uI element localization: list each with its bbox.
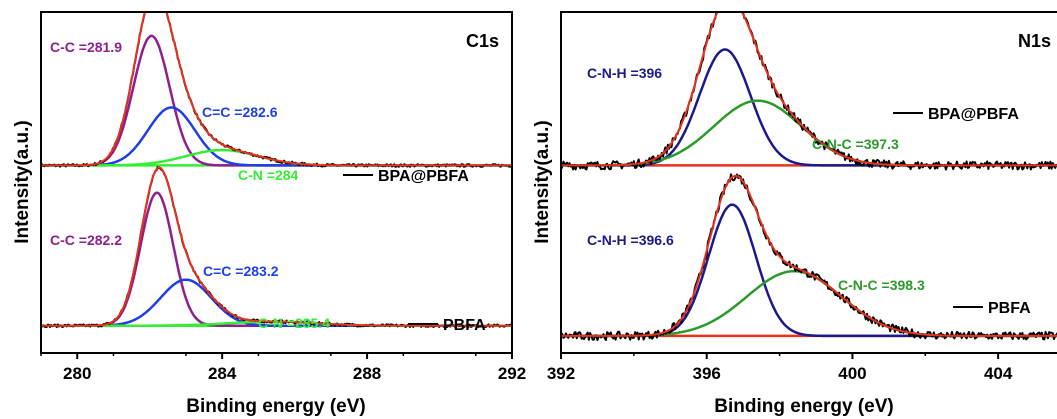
n1s-tick-label-400: 400 [838, 364, 866, 383]
n1s-x-axis-title: Binding energy (eV) [714, 396, 893, 417]
n1s-frame [560, 11, 1057, 354]
c1s-top-fit-envelope [41, 12, 512, 167]
n1s-top-raw-data [561, 12, 1057, 171]
n1s-panel: 392 396 400 404 N1s Binding energy (eV) Int… [532, 11, 1057, 417]
n1s-y-axis-title: Intensity(a.u.) [532, 120, 553, 244]
c1s-top-cc-label: C-C =281.9 [50, 39, 122, 55]
c1s-bottom-legend-label: PBFA [443, 317, 486, 334]
c1s-top-cn-label: C-N =284 [238, 167, 299, 183]
c1s-panel: 280 284 288 292 C1s Binding energy (eV) Int… [12, 11, 526, 417]
n1s-bottom-component-2 [561, 269, 1057, 338]
n1s-top-cnh-label: C-N-H =396 [587, 65, 662, 81]
c1s-top-legend-label: BPA@PBFA [378, 168, 469, 185]
c1s-bottom-fit-envelope [41, 166, 512, 327]
c1s-tick-label-288: 288 [353, 364, 381, 383]
c1s-y-axis-title: Intensity(a.u.) [12, 120, 33, 244]
c1s-bottom-cc-label: C-C =282.2 [50, 232, 122, 248]
n1s-tick-label-404: 404 [984, 364, 1013, 383]
c1s-bottom-cn-label: C-N =285.4 [258, 315, 330, 331]
c1s-x-axis-title: Binding energy (eV) [186, 396, 365, 417]
n1s-bottom-fit-envelope [561, 174, 1057, 337]
c1s-tick-label-284: 284 [208, 364, 237, 383]
c1s-plot-area [41, 12, 512, 329]
c1s-panel-title: C1s [466, 31, 499, 51]
c1s-top-raw-data [41, 12, 512, 168]
n1s-top-legend-label: BPA@PBFA [928, 106, 1019, 123]
c1s-top-ceqc-label: C=C =282.6 [202, 104, 278, 120]
n1s-bottom-raw-data [561, 173, 1057, 341]
c1s-tick-label-280: 280 [63, 364, 91, 383]
c1s-bottom-ceqc-label: C=C =283.2 [203, 263, 279, 279]
n1s-top-cnc-label: C-N-C =397.3 [812, 136, 899, 152]
c1s-top-component-1 [41, 34, 512, 167]
n1s-top-fit-envelope [561, 12, 1057, 167]
n1s-bottom-cnh-label: C-N-H =396.6 [587, 232, 674, 248]
n1s-bottom-legend-label: PBFA [988, 300, 1031, 317]
n1s-bottom-component-1 [561, 203, 1057, 338]
n1s-tick-label-392: 392 [547, 364, 575, 383]
c1s-x-ticks: 280 284 288 292 [40, 353, 526, 383]
n1s-tick-label-396: 396 [693, 364, 721, 383]
c1s-tick-label-292: 292 [498, 364, 526, 383]
n1s-panel-title: N1s [1018, 31, 1051, 51]
n1s-plot-area [561, 12, 1057, 341]
c1s-bottom-component-1 [41, 191, 512, 327]
n1s-bottom-cnc-label: C-N-C =398.3 [838, 277, 925, 293]
n1s-x-ticks: 392 396 400 404 [547, 353, 1013, 383]
c1s-frame [40, 11, 513, 354]
